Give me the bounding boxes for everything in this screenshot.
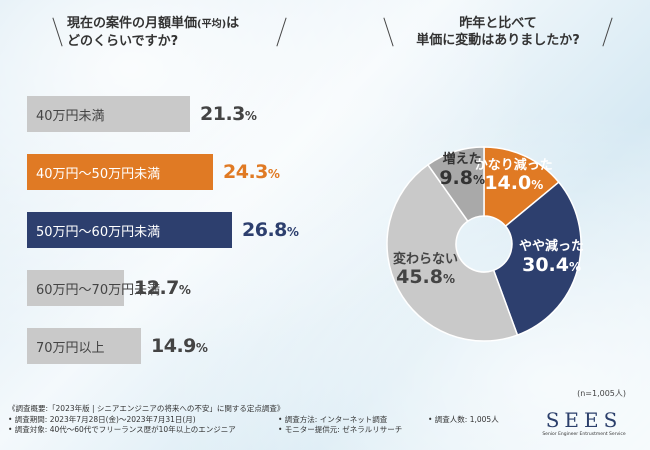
donut-category-label: かなり減った [474,157,553,173]
footer-overview: 《調査概要:「2023年版 | シニアエンジニアの将来への不安」に関する定点調査… [8,404,285,413]
donut-label-2: やや減った 30.4% [497,239,607,276]
donut-category-label: 増えた [442,152,482,168]
bar-label: 60万円〜70万円未満 [36,282,161,298]
donut-label-3: 変わらない 45.8% [371,251,481,288]
bar-3: 50万円〜60万円未満 [27,212,232,248]
footer-method: • 調査方法: インターネット調査 [278,414,388,424]
donut-value-label: 30.4% [522,253,582,276]
donut-slice-4 [426,146,485,223]
bar-2: 40万円〜50万円未満 [27,154,213,190]
sample-size-note: (n=1,005人) [577,389,626,398]
donut-category-label: 変わらない [393,251,459,267]
logo-subtitle: Senior Engineer Entrustment Service [542,432,626,437]
bar-value-label: 21.3% [200,103,257,125]
bar-label: 70万円以上 [36,340,105,356]
bar-value-label: 14.9% [151,335,208,357]
bar-label: 40万円未満 [36,108,105,124]
bar-1: 40万円未満 [27,96,190,132]
bar-label: 40万円〜50万円未満 [36,166,161,182]
footer-count: • 調査人数: 1,005人 [428,414,499,424]
bar-value-label: 12.7% [134,277,191,299]
survey-footer: 《調査概要:「2023年版 | シニアエンジニアの将来への不安」に関する定点調査… [8,404,528,436]
donut-label-1: かなり減った 14.0% [459,157,569,194]
bar-value-label: 26.8% [242,219,299,241]
donut-slice-1 [483,146,560,228]
bar-5: 70万円以上 [27,328,141,364]
donut-label-4: 増えた 9.8% [407,153,517,188]
donut-value-label: 45.8% [396,265,456,288]
bar-label: 50万円〜60万円未満 [36,224,161,240]
footer-provider: • モニター提供元: ゼネラルリサーチ [278,425,403,434]
bar-value-label: 24.3% [223,161,280,183]
left-chart-title: 現在の案件の月額単価(平均)は どのくらいですか? [57,15,272,50]
donut-slice-3 [386,163,519,342]
donut-value-label: 14.0% [484,171,544,194]
logo-mark: SEES [545,408,623,432]
footer-target: • 調査対象: 40代〜60代でフリーランス歴が10年以上のエンジニア [8,425,236,434]
donut-category-label: やや減った [519,239,585,255]
right-chart-title: 昨年と比べて 単価に変動はありましたか? [388,15,598,49]
footer-period: • 調査期間: 2023年7月28日(金)〜2023年7月31日(月) [8,414,196,424]
bar-4: 60万円〜70万円未満 [27,270,160,306]
sees-logo: SEES Senior Engineer Entrustment Service [534,410,634,437]
donut-value-label: 9.8% [439,166,486,189]
donut-slice-2 [492,181,582,337]
